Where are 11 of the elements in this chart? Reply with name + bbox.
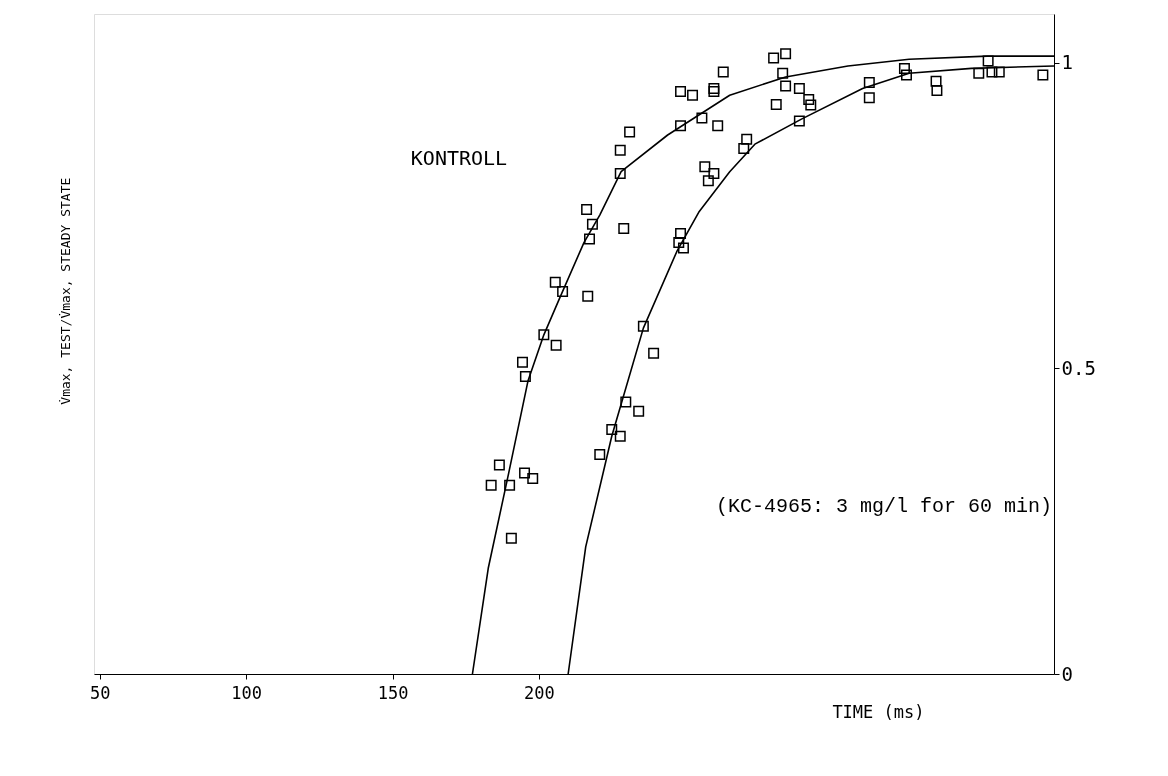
x-tick-label: 50 (90, 682, 111, 703)
x-tick-label: 200 (524, 682, 555, 703)
y-tick-label: 1 (1061, 51, 1073, 74)
annotation: KONTROLL (410, 146, 508, 171)
x-axis-title: TIME (ms) (832, 701, 925, 722)
y-tick-label: 0 (1061, 662, 1073, 685)
y-axis-title: V̇max, TEST/V̇max, STEADY STATE (57, 177, 73, 405)
x-tick-label: 100 (231, 682, 263, 703)
y-tick-label: 0.5 (1061, 356, 1096, 379)
x-tick-label: 150 (377, 682, 409, 703)
annotation: (KC-4965: 3 mg/l for 60 min) (715, 494, 1052, 518)
